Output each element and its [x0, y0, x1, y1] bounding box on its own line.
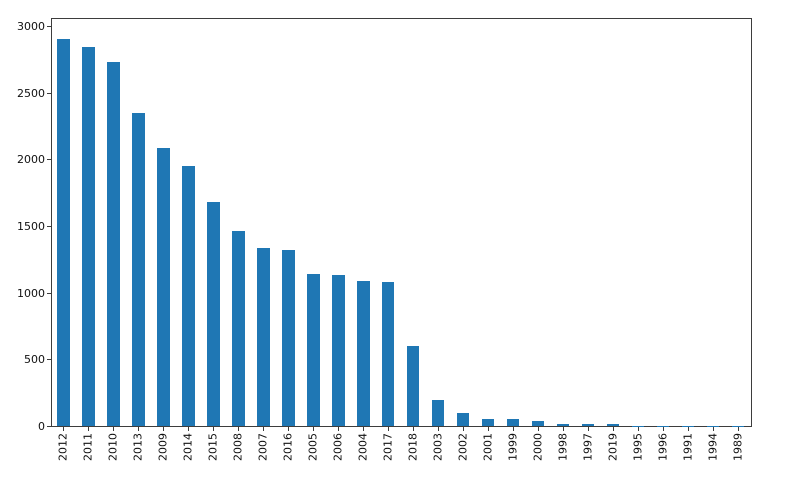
x-tick-label-2017: 2017 — [381, 433, 395, 462]
x-tick-label-2008: 2008 — [231, 433, 245, 462]
bar-2014 — [182, 166, 195, 427]
bar-2016 — [282, 249, 295, 427]
bar-2018 — [406, 346, 420, 427]
x-tick-mark-2016 — [287, 427, 289, 432]
x-tick-mark-2003 — [437, 427, 439, 432]
y-tick-label-2500: 2500 — [17, 86, 45, 100]
bar-2003 — [431, 399, 445, 427]
x-tick-mark-2018 — [412, 427, 414, 432]
x-tick-label-2011: 2011 — [81, 433, 95, 462]
y-tick-mark-0 — [47, 425, 51, 427]
x-tick-mark-1997 — [587, 427, 589, 432]
x-tick-label-2004: 2004 — [356, 433, 370, 462]
x-tick-mark-2019 — [612, 427, 614, 432]
x-tick-mark-2001 — [487, 427, 489, 432]
x-tick-label-2007: 2007 — [256, 433, 270, 462]
x-tick-label-1995: 1995 — [631, 433, 645, 462]
bar-2011 — [82, 47, 95, 427]
y-tick-mark-1500 — [47, 225, 51, 227]
x-tick-mark-2011 — [87, 427, 89, 432]
x-tick-label-2010: 2010 — [106, 433, 120, 462]
y-tick-label-1000: 1000 — [17, 286, 45, 300]
bar-1999 — [506, 419, 520, 427]
x-tick-mark-1999 — [512, 427, 514, 432]
x-tick-label-2012: 2012 — [56, 433, 70, 462]
bar-2013 — [132, 113, 145, 427]
x-tick-mark-2015 — [212, 427, 214, 432]
bar-2001 — [481, 418, 495, 427]
x-tick-label-1999: 1999 — [506, 433, 520, 462]
y-tick-label-0: 0 — [38, 419, 45, 433]
x-tick-mark-2004 — [362, 427, 364, 432]
x-tick-mark-2014 — [187, 427, 189, 432]
y-tick-mark-2000 — [47, 159, 51, 161]
x-tick-label-2015: 2015 — [206, 433, 220, 462]
bar-2017 — [382, 282, 395, 427]
x-tick-label-2019: 2019 — [606, 433, 620, 462]
bar-2009 — [157, 147, 170, 427]
x-tick-label-2006: 2006 — [331, 433, 345, 462]
x-tick-label-1989: 1989 — [731, 433, 745, 462]
x-tick-mark-2009 — [162, 427, 164, 432]
x-tick-label-2001: 2001 — [481, 433, 495, 462]
bar-2008 — [232, 231, 245, 427]
plot-area — [51, 18, 752, 428]
x-tick-label-2018: 2018 — [406, 433, 420, 462]
x-tick-mark-2008 — [237, 427, 239, 432]
bar-2000 — [531, 420, 545, 427]
y-tick-label-1500: 1500 — [17, 219, 45, 233]
x-tick-mark-1991 — [687, 427, 689, 432]
x-tick-mark-2010 — [112, 427, 114, 432]
y-tick-mark-1000 — [47, 292, 51, 294]
bar-2019 — [606, 424, 620, 427]
bar-1997 — [581, 424, 595, 427]
x-tick-label-2003: 2003 — [431, 433, 445, 462]
x-tick-mark-2013 — [137, 427, 139, 432]
x-tick-label-1991: 1991 — [681, 433, 695, 462]
x-tick-mark-2012 — [62, 427, 64, 432]
x-tick-label-2014: 2014 — [181, 433, 195, 462]
bar-2007 — [257, 248, 270, 427]
x-tick-mark-2005 — [312, 427, 314, 432]
x-tick-mark-1994 — [712, 427, 714, 432]
x-tick-mark-1998 — [562, 427, 564, 432]
x-tick-mark-1995 — [637, 427, 639, 432]
y-tick-label-3000: 3000 — [17, 20, 45, 34]
x-tick-label-1994: 1994 — [706, 433, 720, 462]
x-tick-mark-2006 — [337, 427, 339, 432]
y-tick-mark-2500 — [47, 92, 51, 94]
y-tick-label-2000: 2000 — [17, 153, 45, 167]
y-tick-label-500: 500 — [24, 353, 45, 367]
x-tick-label-1997: 1997 — [581, 433, 595, 462]
x-tick-label-2016: 2016 — [281, 433, 295, 462]
bar-2002 — [456, 413, 470, 427]
x-tick-mark-1996 — [662, 427, 664, 432]
bar-2006 — [332, 275, 345, 427]
y-tick-mark-3000 — [47, 26, 51, 28]
x-tick-label-1998: 1998 — [556, 433, 570, 462]
x-tick-label-2000: 2000 — [531, 433, 545, 462]
x-tick-label-1996: 1996 — [656, 433, 670, 462]
x-tick-mark-2017 — [387, 427, 389, 432]
x-tick-label-2005: 2005 — [306, 433, 320, 462]
x-tick-label-2013: 2013 — [131, 433, 145, 462]
bar-2005 — [307, 273, 320, 427]
x-tick-mark-2007 — [262, 427, 264, 432]
x-tick-label-2002: 2002 — [456, 433, 470, 462]
bar-2004 — [357, 281, 370, 427]
x-tick-mark-1989 — [737, 427, 739, 432]
bar-2012 — [57, 39, 70, 427]
y-tick-mark-500 — [47, 359, 51, 361]
x-tick-label-2009: 2009 — [156, 433, 170, 462]
bar-2015 — [207, 202, 220, 427]
x-tick-mark-2000 — [537, 427, 539, 432]
bar-2010 — [107, 61, 120, 427]
bar-1998 — [556, 423, 570, 427]
x-tick-mark-2002 — [462, 427, 464, 432]
